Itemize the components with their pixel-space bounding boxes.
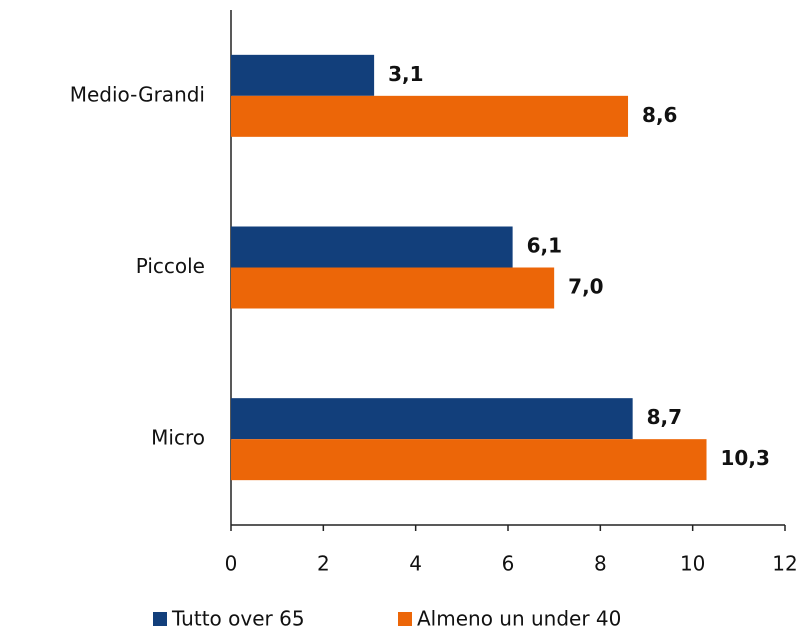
legend-swatch (153, 612, 167, 626)
legend-label: Tutto over 65 (171, 607, 305, 630)
x-tick-label: 12 (772, 552, 797, 576)
y-tick-label: Medio-Grandi (70, 82, 205, 106)
bar (231, 267, 555, 309)
x-tick-label: 6 (502, 552, 515, 576)
x-tick-label: 8 (594, 552, 607, 576)
x-tick-label: 4 (409, 552, 422, 576)
y-tick-label: Piccole (136, 254, 205, 278)
bar (231, 95, 629, 137)
x-tick-label: 0 (225, 552, 238, 576)
bar (231, 54, 375, 96)
y-tick-label: Micro (151, 426, 205, 450)
value-label: 8,6 (642, 103, 677, 127)
value-label: 6,1 (527, 234, 562, 258)
bar (231, 398, 633, 440)
value-label: 3,1 (388, 62, 423, 86)
bar (231, 439, 707, 481)
value-label: 10,3 (721, 446, 770, 470)
x-tick-label: 2 (317, 552, 330, 576)
x-tick-label: 10 (680, 552, 705, 576)
value-label: 7,0 (568, 275, 603, 299)
legend-label: Almeno un under 40 (417, 607, 621, 630)
value-label: 8,7 (647, 405, 682, 429)
legend-swatch (398, 612, 412, 626)
bar (231, 226, 513, 268)
